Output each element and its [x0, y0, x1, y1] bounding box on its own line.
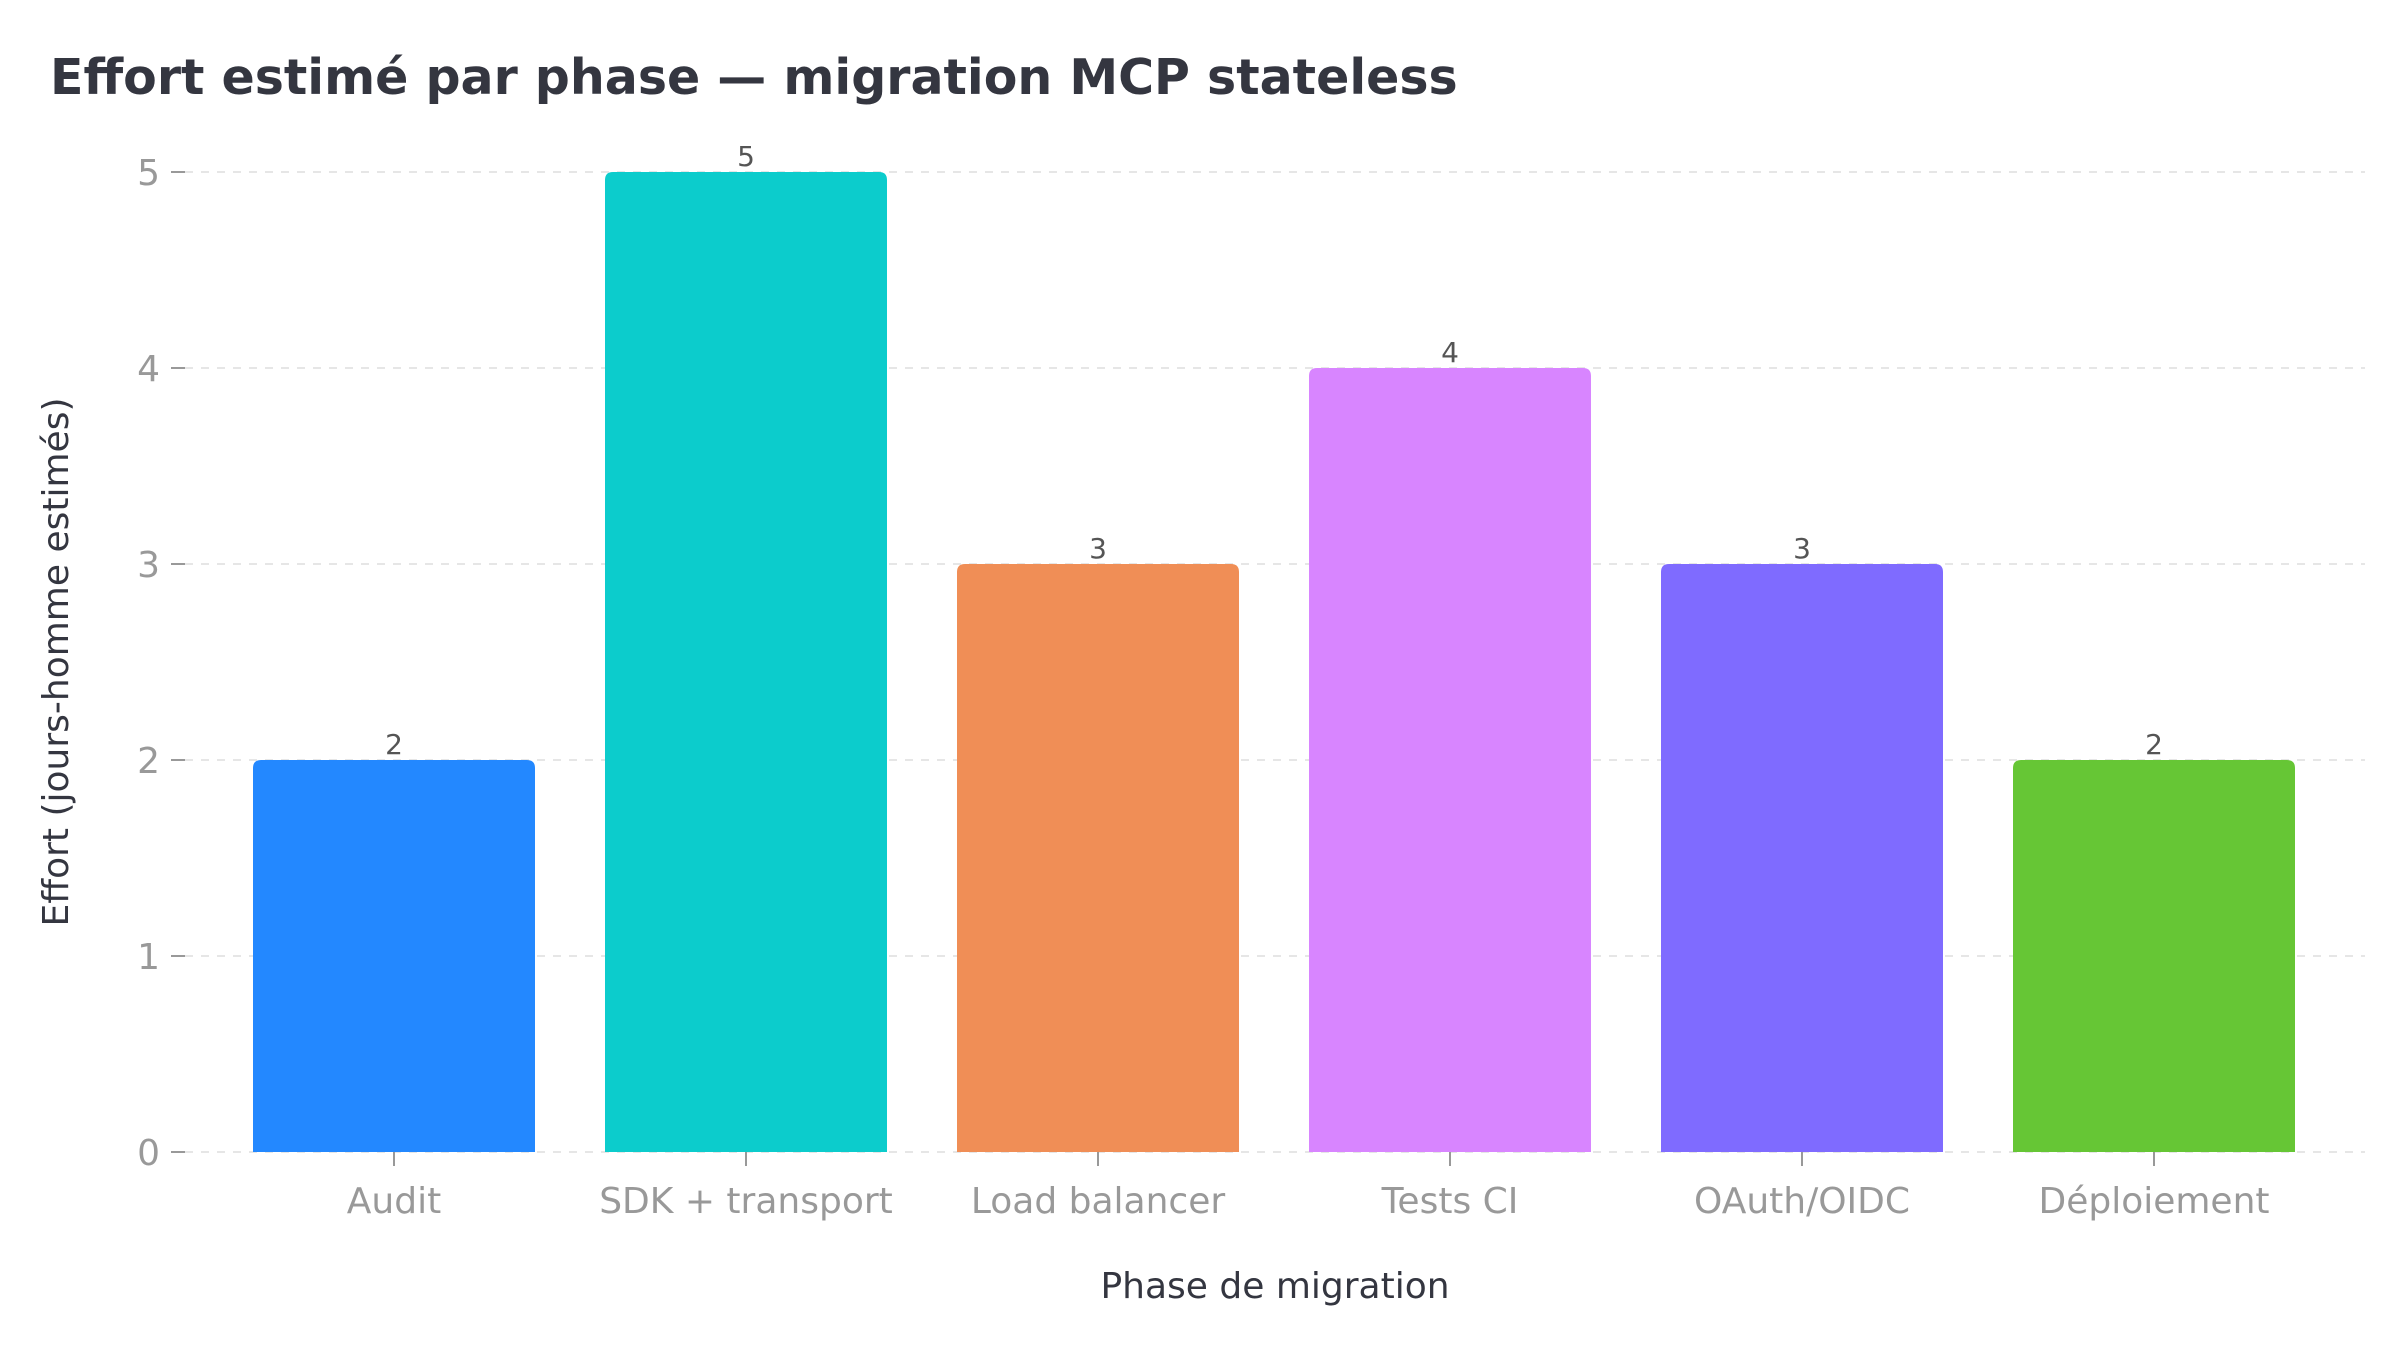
x-axis-label: Phase de migration — [1100, 1266, 1449, 1307]
bar-value-label: 4 — [1441, 336, 1459, 369]
y-tick-label: 5 — [137, 153, 160, 194]
bar-audit — [253, 760, 535, 1152]
y-tick-label: 4 — [137, 349, 160, 390]
y-axis-ticks: 0 1 2 3 4 5 — [137, 153, 185, 1174]
bar-value-label: 3 — [1793, 532, 1811, 565]
y-tick-label: 1 — [137, 937, 160, 978]
bar-tests-ci — [1309, 368, 1591, 1152]
bar-value-label: 3 — [1089, 532, 1107, 565]
y-tick-label: 3 — [137, 545, 160, 586]
x-axis-ticks: Audit SDK + transport Load balancer Tests C… — [347, 1152, 2270, 1222]
bar-value-label: 2 — [2145, 728, 2163, 761]
y-tick-label: 2 — [137, 741, 160, 782]
bar-value-label: 5 — [737, 140, 755, 173]
bar-sdk-transport — [605, 172, 887, 1152]
grid-lines — [185, 171, 2365, 1153]
x-tick-label: Load balancer — [971, 1181, 1226, 1222]
x-tick-label: SDK + transport — [599, 1181, 893, 1222]
x-tick-label: Tests CI — [1381, 1181, 1519, 1222]
bar-load-balancer — [957, 564, 1239, 1152]
x-tick-label: Audit — [347, 1181, 441, 1222]
data-labels: 2 5 3 4 3 2 — [385, 140, 2163, 761]
x-tick-label: Déploiement — [2038, 1181, 2269, 1222]
bar-oauth-oidc — [1661, 564, 1943, 1152]
chart-title: Effort estimé par phase — migration MCP … — [50, 49, 1458, 106]
bar-value-label: 2 — [385, 728, 403, 761]
bar-d-ploiement — [2013, 760, 2295, 1152]
x-tick-label: OAuth/OIDC — [1694, 1181, 1910, 1222]
y-tick-label: 0 — [137, 1133, 160, 1174]
y-axis-label: Effort (jours-homme estimés) — [36, 398, 77, 927]
bars — [253, 172, 2295, 1152]
